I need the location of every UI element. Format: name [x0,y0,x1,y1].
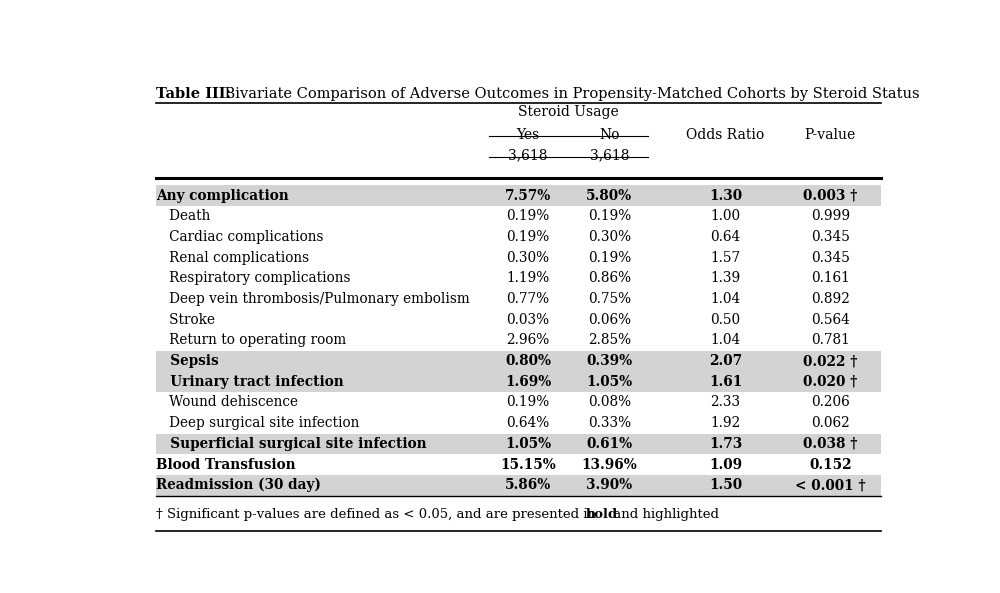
Text: Deep vein thrombosis/Pulmonary embolism: Deep vein thrombosis/Pulmonary embolism [156,292,470,306]
Text: 2.33: 2.33 [711,396,741,410]
Text: 0.77%: 0.77% [506,292,550,306]
Text: 2.96%: 2.96% [506,333,550,347]
Text: Blood Transfusion: Blood Transfusion [156,458,296,471]
Text: P-value: P-value [805,128,856,142]
Text: Odds Ratio: Odds Ratio [686,128,765,142]
Text: Cardiac complications: Cardiac complications [156,230,324,244]
Text: 0.161: 0.161 [811,272,850,285]
Text: 1.05%: 1.05% [586,375,632,389]
Text: 0.64%: 0.64% [506,416,550,430]
Text: 1.61: 1.61 [709,375,742,389]
Text: 0.64: 0.64 [710,230,741,244]
Text: 0.999: 0.999 [811,209,850,224]
Text: 0.020 †: 0.020 † [803,375,857,389]
Text: 0.06%: 0.06% [588,313,631,327]
Text: 0.33%: 0.33% [588,416,631,430]
Text: 0.19%: 0.19% [506,230,550,244]
Text: 5.86%: 5.86% [505,478,551,492]
Bar [156,351,881,371]
Text: Stroke: Stroke [156,313,215,327]
Text: 1.00: 1.00 [711,209,741,224]
Text: 1.30: 1.30 [709,189,742,203]
Text: 3,618: 3,618 [590,148,629,162]
Text: 13.96%: 13.96% [582,458,637,471]
Text: 0.781: 0.781 [811,333,850,347]
Text: Wound dehiscence: Wound dehiscence [156,396,298,410]
Text: 0.022 †: 0.022 † [803,354,858,368]
Text: Steroid Usage: Steroid Usage [518,105,619,119]
Text: Yes: Yes [516,128,540,142]
Text: 0.003 †: 0.003 † [803,189,857,203]
Text: 0.19%: 0.19% [506,396,550,410]
Text: 2.85%: 2.85% [588,333,631,347]
Text: Readmission (30 day): Readmission (30 day) [156,478,321,492]
Text: 0.038 †: 0.038 † [803,437,858,451]
Text: 1.39: 1.39 [710,272,741,285]
Text: 0.892: 0.892 [811,292,850,306]
Text: 0.152: 0.152 [809,458,852,471]
Text: and highlighted: and highlighted [609,508,719,521]
Text: 3,618: 3,618 [508,148,548,162]
Text: bold: bold [586,508,618,521]
Text: 1.69%: 1.69% [505,375,551,389]
Text: 2.07: 2.07 [709,354,742,368]
Text: 0.19%: 0.19% [588,209,631,224]
Text: 1.04: 1.04 [710,333,741,347]
Text: 0.75%: 0.75% [588,292,631,306]
Text: 0.08%: 0.08% [588,396,631,410]
Bar [156,475,881,496]
Text: 1.50: 1.50 [709,478,742,492]
Text: 0.19%: 0.19% [506,209,550,224]
Text: 0.19%: 0.19% [588,251,631,264]
Text: Any complication: Any complication [156,189,289,203]
Text: Deep surgical site infection: Deep surgical site infection [156,416,359,430]
Text: 1.73: 1.73 [709,437,742,451]
Text: 1.92: 1.92 [710,416,741,430]
Text: Respiratory complications: Respiratory complications [156,272,351,285]
Text: Table III:: Table III: [156,87,231,101]
Text: 3.90%: 3.90% [586,478,632,492]
Text: 0.86%: 0.86% [588,272,631,285]
Text: 0.345: 0.345 [811,230,850,244]
Text: † Significant p-values are defined as < 0.05, and are presented in: † Significant p-values are defined as < … [156,508,600,521]
Text: 0.61%: 0.61% [586,437,632,451]
Text: Superficial surgical site infection: Superficial surgical site infection [156,437,427,451]
Text: 0.345: 0.345 [811,251,850,264]
Text: 1.05%: 1.05% [505,437,551,451]
Text: Bivariate Comparison of Adverse Outcomes in Propensity-Matched Cohorts by Steroi: Bivariate Comparison of Adverse Outcomes… [220,87,919,101]
Bar [156,371,881,392]
Text: 0.564: 0.564 [811,313,850,327]
Text: 1.19%: 1.19% [506,272,550,285]
Text: No: No [599,128,620,142]
Text: 1.57: 1.57 [711,251,741,264]
Text: 0.30%: 0.30% [588,230,631,244]
Text: Death: Death [156,209,210,224]
Text: 5.80%: 5.80% [586,189,632,203]
Text: Urinary tract infection: Urinary tract infection [156,375,344,389]
Text: 0.03%: 0.03% [506,313,550,327]
Text: 0.39%: 0.39% [586,354,632,368]
Text: 15.15%: 15.15% [500,458,556,471]
Bar [156,433,881,454]
Text: 0.30%: 0.30% [506,251,550,264]
Text: < 0.001 †: < 0.001 † [795,478,866,492]
Text: 0.80%: 0.80% [505,354,551,368]
Text: 0.062: 0.062 [811,416,850,430]
Text: 7.57%: 7.57% [505,189,551,203]
Text: 1.09: 1.09 [709,458,742,471]
Text: 0.206: 0.206 [811,396,850,410]
Text: Renal complications: Renal complications [156,251,309,264]
Text: 0.50: 0.50 [711,313,741,327]
Text: Sepsis: Sepsis [156,354,219,368]
Bar [156,185,881,206]
Text: 1.04: 1.04 [710,292,741,306]
Text: Return to operating room: Return to operating room [156,333,346,347]
